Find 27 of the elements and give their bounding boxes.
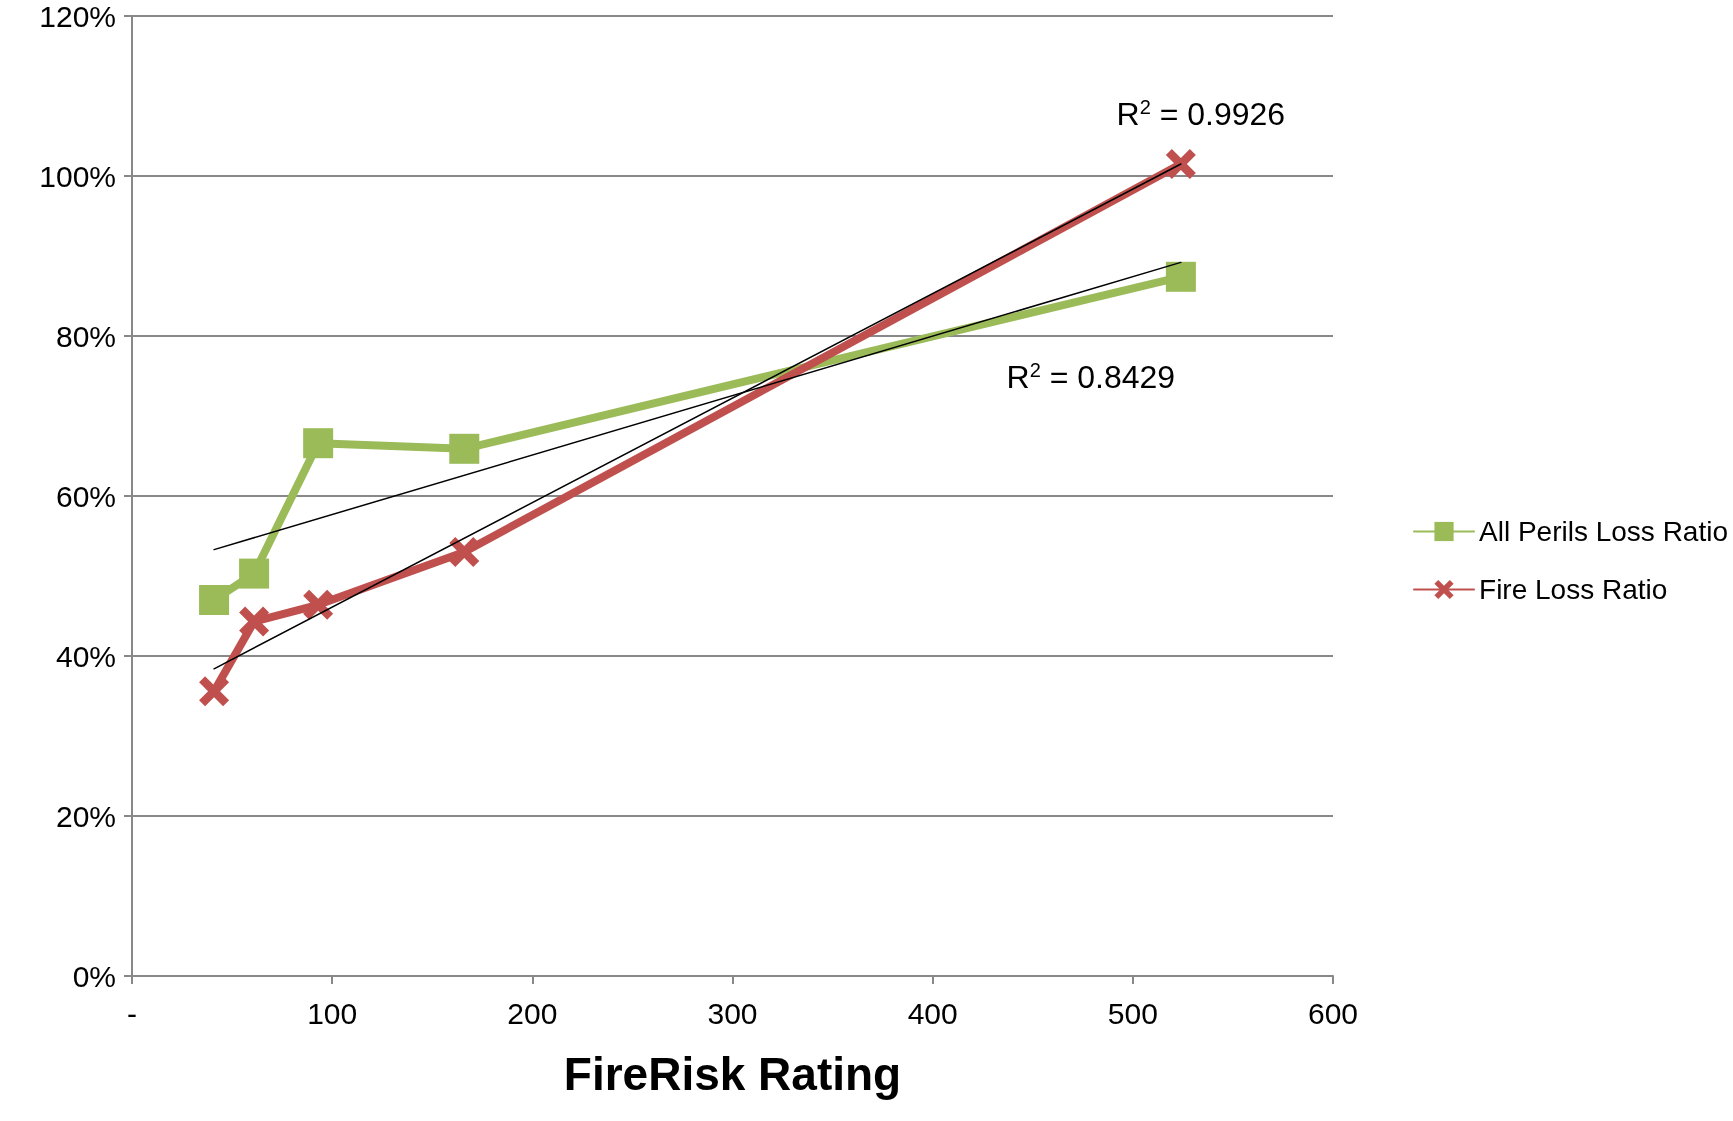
point (1165, 261, 1196, 292)
point (199, 676, 230, 707)
point (199, 585, 230, 615)
x-tick-label: 400 (907, 996, 958, 1030)
y-tick-label: 60% (55, 479, 116, 513)
x-tick-label: 600 (1307, 996, 1359, 1030)
x-tick-label: 100 (307, 996, 358, 1030)
point (449, 537, 480, 567)
point (303, 428, 334, 459)
y-tick-label: 120% (39, 0, 116, 33)
y-tick-label: 0% (72, 959, 116, 993)
point (303, 589, 334, 620)
point (449, 433, 480, 464)
y-tick-label: 20% (55, 799, 116, 833)
x-tick-label: 200 (507, 996, 558, 1030)
point (239, 606, 270, 637)
x-tick-label: 500 (1107, 996, 1158, 1030)
point (239, 558, 270, 589)
x-tick-label: - (127, 996, 137, 1030)
point (1165, 149, 1196, 179)
y-tick-label: 80% (55, 319, 116, 353)
legend-label: All Perils Loss Ratio (1479, 516, 1729, 547)
legend-label: Fire Loss Ratio (1479, 574, 1668, 605)
x-tick-label: 300 (707, 996, 758, 1030)
y-tick-label: 40% (55, 639, 116, 673)
y-tick-label: 100% (39, 159, 116, 193)
x-axis-title: FireRisk Rating (563, 1048, 902, 1100)
